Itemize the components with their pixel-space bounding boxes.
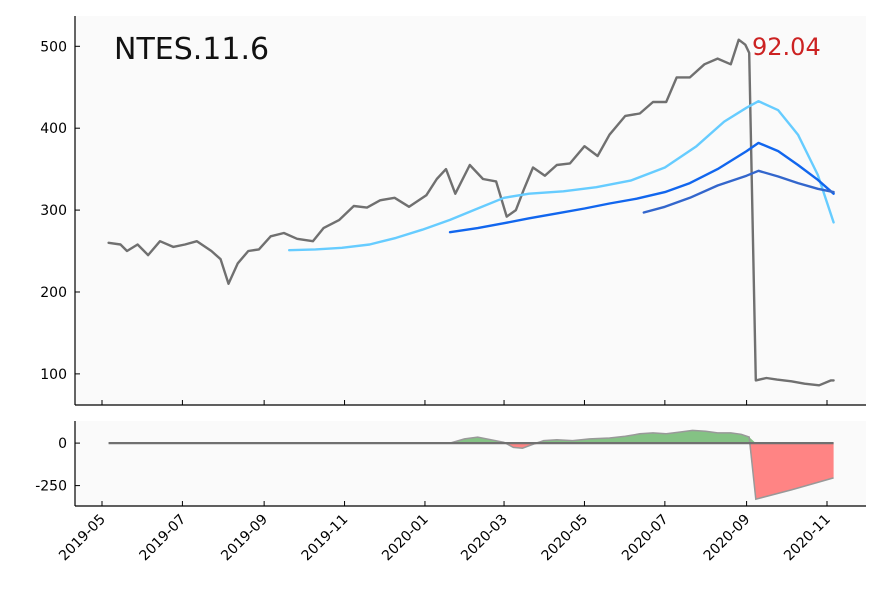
last-value-label: 92.04 (752, 33, 821, 61)
x-tick-label: 2020-09 (701, 512, 754, 565)
sub-area-negative (108, 443, 834, 500)
x-tick-label: 2019-09 (218, 512, 271, 565)
main-y-tick-label: 500 (40, 39, 67, 55)
sub-y-tick-label: -250 (35, 479, 67, 495)
series-line-ma_short (288, 100, 835, 252)
series-line-price (107, 38, 835, 387)
chart-title: NTES.11.6 (114, 32, 269, 67)
x-tick-label: 2019-05 (56, 512, 109, 565)
main-y-tick-label: 300 (40, 203, 67, 219)
x-tick-label: 2020-11 (781, 512, 834, 565)
x-tick-label: 2019-07 (137, 512, 190, 565)
main-y-tick-label: 100 (40, 367, 67, 383)
main-y-tick-label: 200 (40, 285, 67, 301)
sub-panel-bg (75, 421, 866, 506)
series-line-ma_mid (448, 141, 835, 234)
x-tick-label: 2020-01 (379, 512, 432, 565)
x-tick-label: 2019-11 (299, 512, 352, 565)
main-y-tick-label: 400 (40, 121, 67, 137)
x-tick-label: 2020-05 (539, 512, 592, 565)
panel-backgrounds (75, 16, 866, 506)
series-layer (107, 38, 835, 501)
x-tick-label: 2020-07 (619, 512, 672, 565)
x-tick-label: 2020-03 (458, 512, 511, 565)
sub-y-tick-label: 0 (58, 436, 67, 452)
series-line-ma_long (642, 169, 835, 214)
sub-series-line (108, 429, 834, 501)
